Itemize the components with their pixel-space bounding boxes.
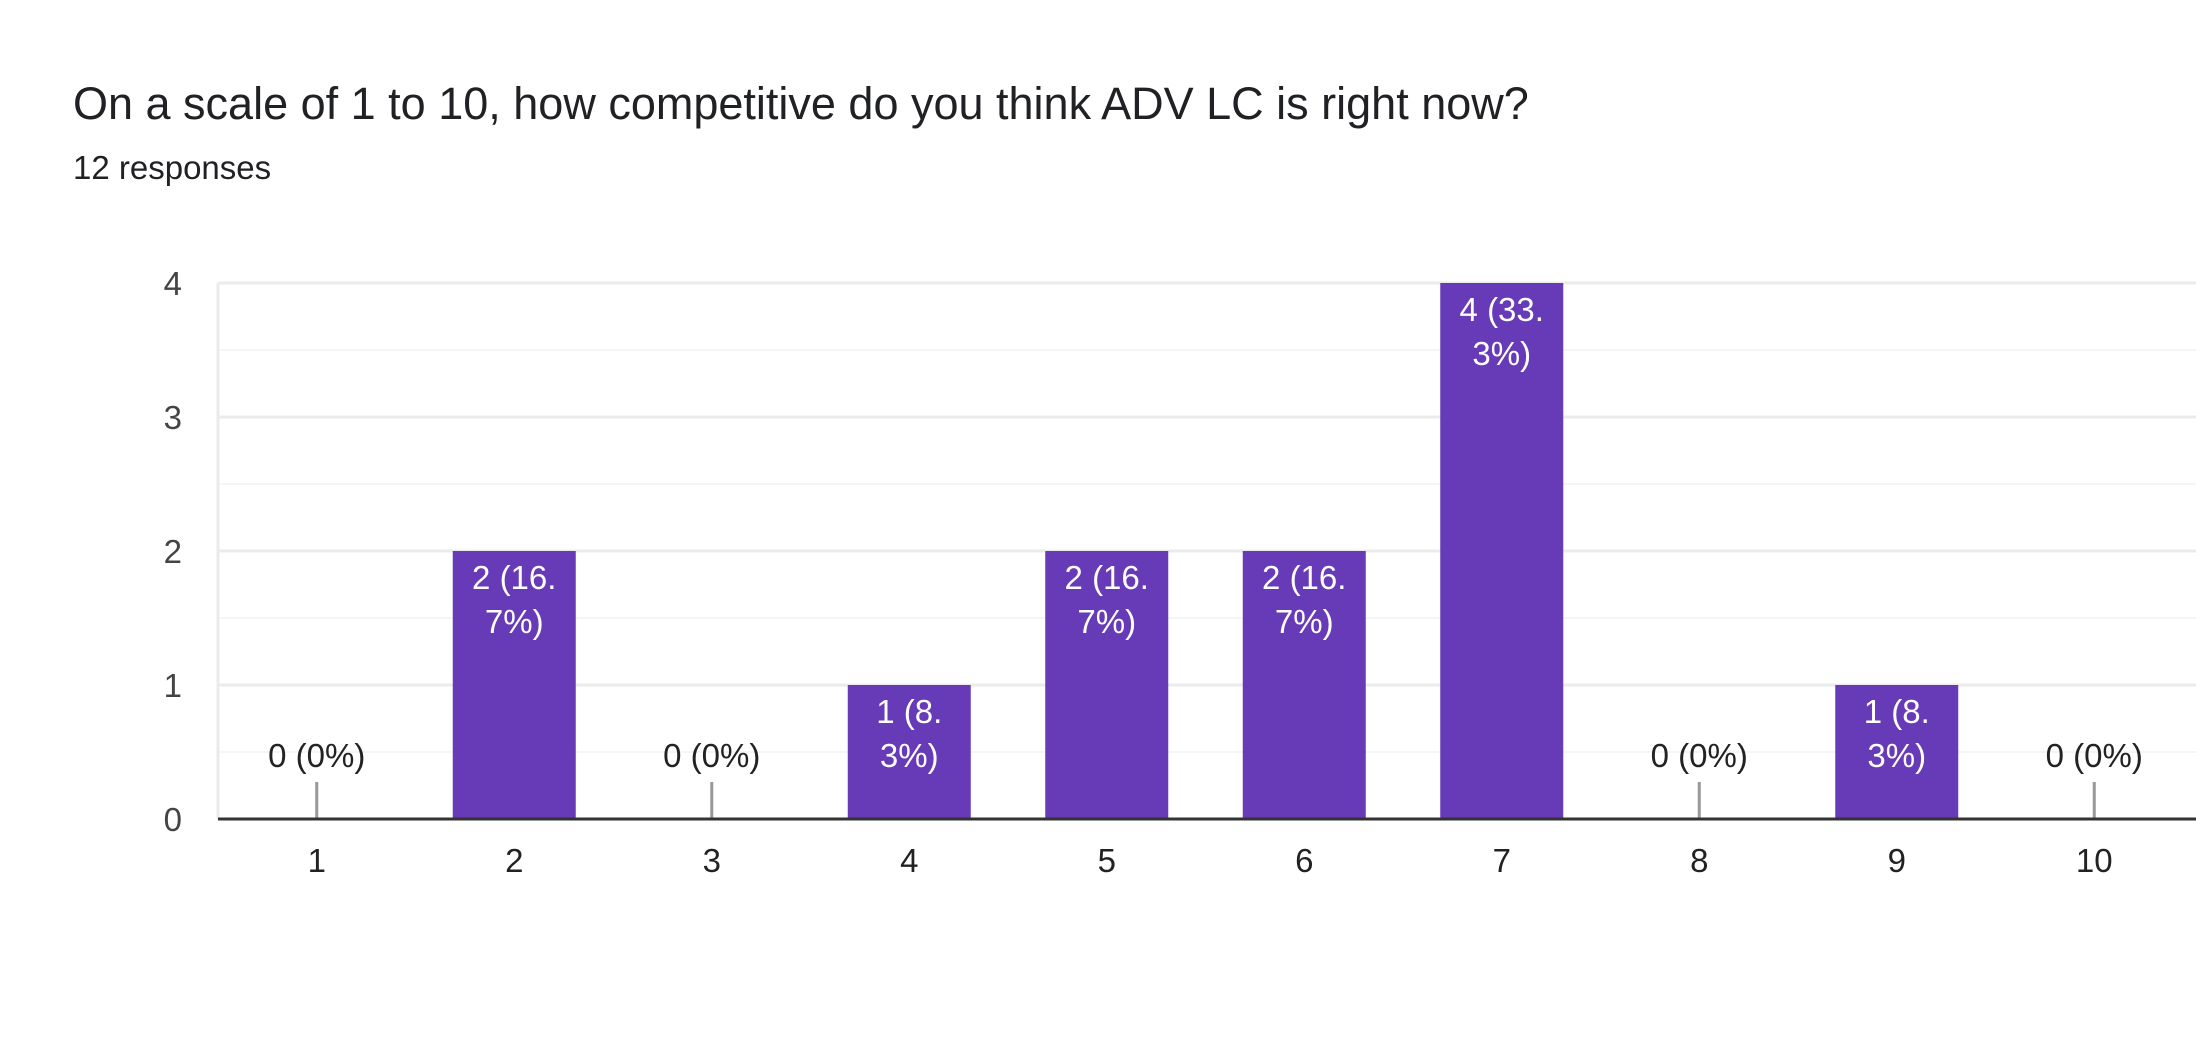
x-tick-label: 9 [1888,842,1906,879]
y-tick-label: 0 [164,801,182,838]
data-label: 2 (16. 7%) [1262,559,1346,640]
data-label: 2 (16. 7%) [1065,559,1149,640]
bar [1835,685,1959,819]
x-tick-label: 2 [505,842,523,879]
data-label: 0 (0%) [2046,737,2143,774]
data-label: 0 (0%) [268,737,365,774]
y-tick-label: 1 [164,667,182,704]
bar [1440,283,1564,819]
data-label: 0 (0%) [1651,737,1748,774]
data-label: 4 (33. 3%) [1460,291,1544,372]
chart-title: On a scale of 1 to 10, how competitive d… [73,78,1529,129]
x-tick-label: 4 [900,842,918,879]
x-tick-label: 10 [2076,842,2113,879]
x-tick-label: 7 [1493,842,1511,879]
data-label: 2 (16. 7%) [472,559,556,640]
x-axis-ticks: 1 2 3 4 5 6 7 8 9 10 [308,842,2113,879]
y-tick-label: 3 [164,399,182,436]
bars [315,283,2096,819]
x-tick-label: 8 [1690,842,1708,879]
x-tick-label: 3 [703,842,721,879]
data-label: 0 (0%) [663,737,760,774]
data-label: 1 (8. 3%) [876,693,942,774]
y-tick-label: 4 [164,265,182,302]
data-label: 1 (8. 3%) [1864,693,1930,774]
data-labels: 0 (0%) 2 (16. 7%) 0 (0%) 1 (8. 3%) 2 (16. 7%) 2 … [268,291,2143,774]
response-count: 12 responses [73,149,272,186]
bar [1242,551,1366,819]
x-tick-label: 6 [1295,842,1313,879]
bar [452,551,576,819]
x-tick-label: 1 [308,842,326,879]
bar [847,685,971,819]
x-tick-label: 5 [1098,842,1116,879]
y-tick-label: 2 [164,533,182,570]
bar [1045,551,1169,819]
y-axis-ticks: 0 1 2 3 4 [164,265,182,838]
